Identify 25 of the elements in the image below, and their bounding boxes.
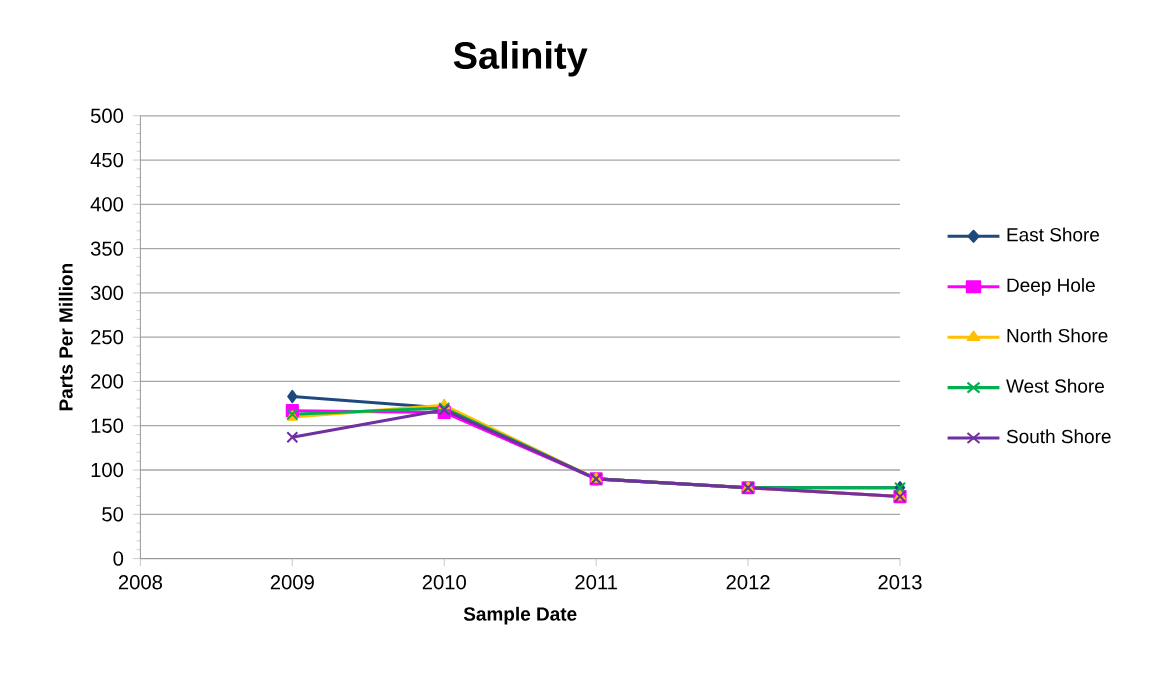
x-tick-label: 2008 (118, 575, 163, 590)
x-tick-label: 2012 (726, 575, 770, 590)
y-tick-label: 250 (91, 330, 124, 345)
y-tick-label: 450 (90, 152, 124, 168)
y-tick-label: 200 (91, 374, 124, 389)
x-tick-label: 2010 (422, 575, 466, 590)
y-tick-label: 500 (90, 108, 124, 123)
y-tick-label: 150 (91, 418, 124, 433)
x-tick-label: 2013 (878, 575, 922, 590)
x-tick-label: 2009 (270, 575, 314, 590)
legend-label: North Shore (1007, 328, 1108, 343)
x-axis-title: Sample Date (463, 606, 577, 625)
chart-title: Salinity (453, 41, 588, 77)
legend-label: Deep Hole (1007, 277, 1095, 296)
y-tick-label: 400 (90, 197, 124, 212)
x-tick-label: 2011 (575, 575, 617, 590)
legend-label: South Shore (1006, 429, 1111, 444)
y-tick-label: 300 (90, 285, 124, 301)
y-tick-label: 0 (113, 551, 124, 566)
legend-label: East Shore (1007, 227, 1100, 242)
y-tick-label: 100 (91, 462, 124, 478)
legend-label: West Shore (1006, 378, 1104, 393)
y-axis-title: Parts Per Million (58, 264, 73, 411)
y-tick-label: 50 (102, 507, 124, 522)
y-tick-label: 350 (90, 241, 124, 256)
